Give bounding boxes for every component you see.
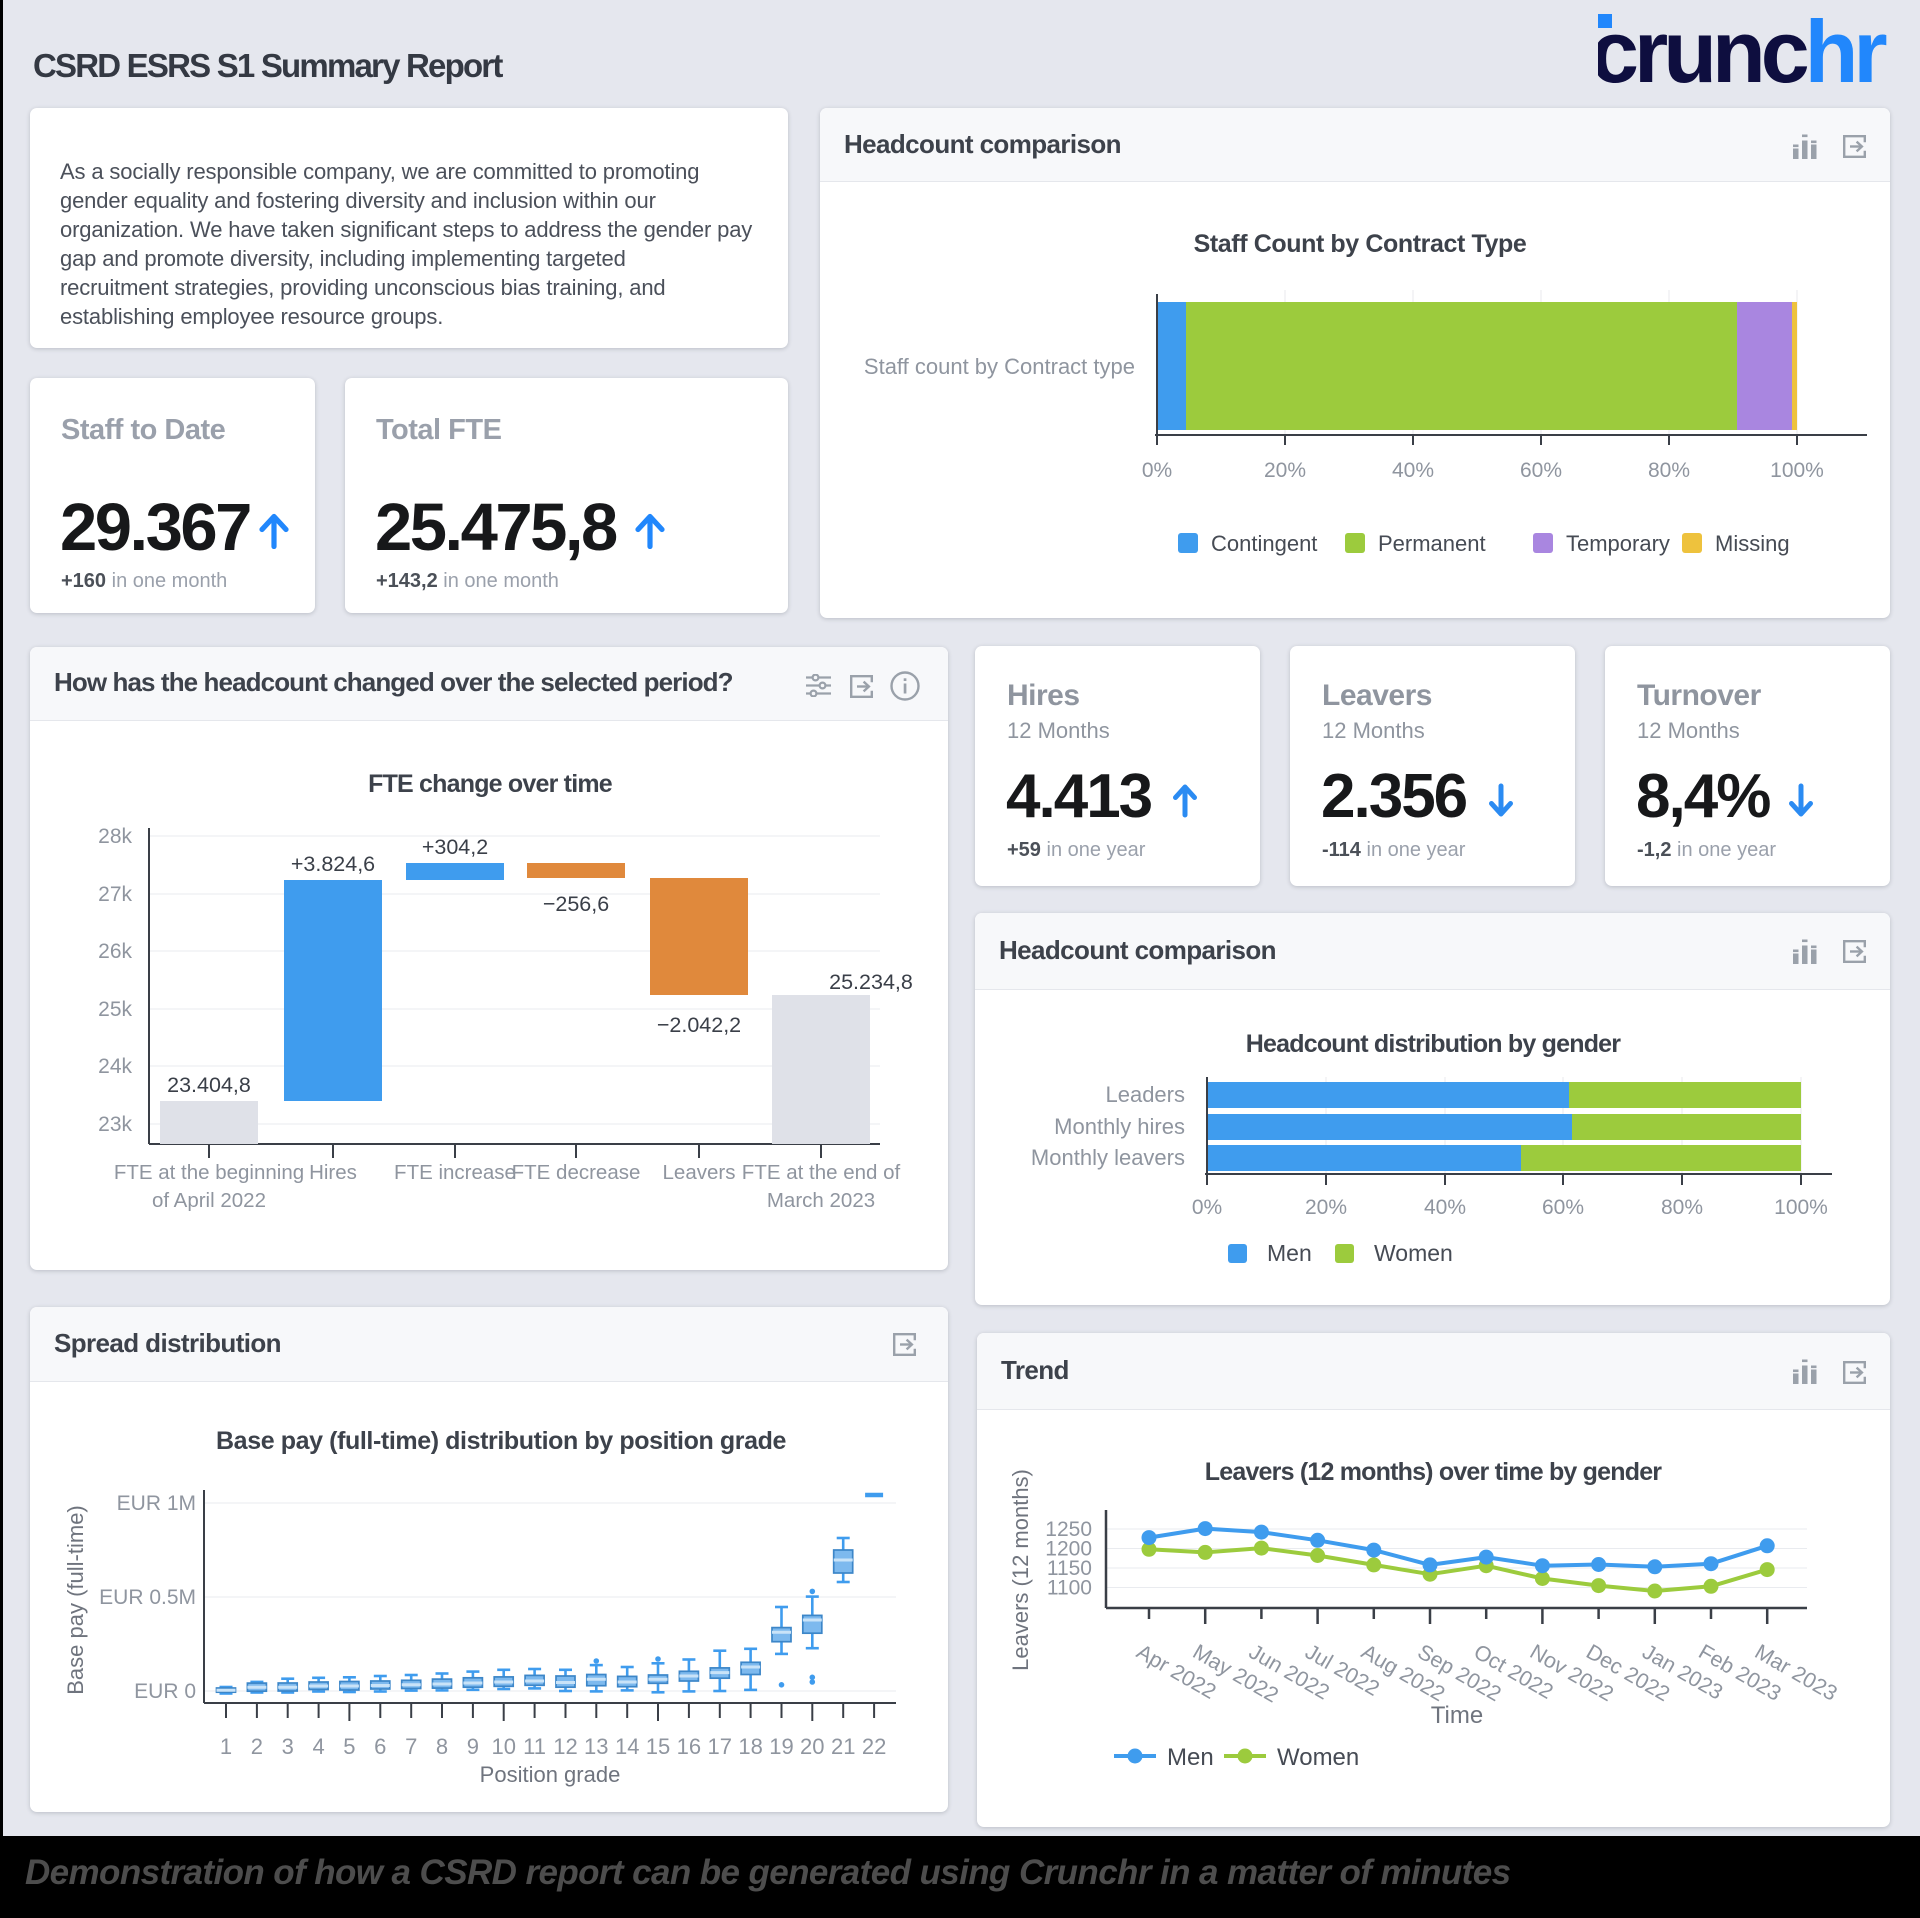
svg-text:22: 22 bbox=[862, 1734, 886, 1759]
svg-text:23k: 23k bbox=[98, 1113, 132, 1136]
svg-text:25.234,8: 25.234,8 bbox=[829, 970, 913, 994]
svg-text:1: 1 bbox=[220, 1734, 232, 1759]
svg-text:EUR 0.5M: EUR 0.5M bbox=[99, 1586, 196, 1609]
svg-text:15: 15 bbox=[646, 1734, 670, 1759]
svg-text:1150: 1150 bbox=[1047, 1557, 1092, 1580]
svg-text:Women: Women bbox=[1277, 1744, 1359, 1771]
svg-text:9: 9 bbox=[467, 1734, 479, 1759]
svg-text:FTE increase: FTE increase bbox=[394, 1161, 516, 1184]
svg-text:0%: 0% bbox=[1192, 1196, 1222, 1219]
svg-text:FTE at the beginning: FTE at the beginning bbox=[114, 1161, 304, 1184]
svg-text:5: 5 bbox=[343, 1734, 355, 1759]
svg-text:Monthly leavers: Monthly leavers bbox=[1031, 1145, 1185, 1170]
svg-text:1200: 1200 bbox=[1045, 1538, 1092, 1561]
svg-text:Base pay (full-time) distribut: Base pay (full-time) distribution by pos… bbox=[216, 1427, 786, 1455]
svg-text:2: 2 bbox=[251, 1734, 263, 1759]
svg-text:6: 6 bbox=[374, 1734, 386, 1759]
svg-text:+304,2: +304,2 bbox=[422, 835, 488, 859]
svg-text:1250: 1250 bbox=[1045, 1518, 1092, 1541]
svg-text:Leavers (12 months) over time: Leavers (12 months) over time by gender bbox=[1205, 1458, 1663, 1486]
svg-text:24k: 24k bbox=[98, 1055, 132, 1078]
svg-text:Monthly hires: Monthly hires bbox=[1054, 1114, 1185, 1139]
svg-text:40%: 40% bbox=[1392, 459, 1434, 482]
svg-text:7: 7 bbox=[405, 1734, 417, 1759]
svg-text:16: 16 bbox=[677, 1734, 701, 1759]
svg-text:25k: 25k bbox=[98, 998, 132, 1021]
svg-text:Men: Men bbox=[1167, 1744, 1214, 1771]
svg-text:crunchr: crunchr bbox=[1598, 10, 1886, 90]
svg-text:60%: 60% bbox=[1520, 459, 1562, 482]
svg-text:80%: 80% bbox=[1648, 459, 1690, 482]
svg-text:Temporary: Temporary bbox=[1566, 531, 1670, 556]
svg-text:Headcount distribution by gend: Headcount distribution by gender bbox=[1246, 1030, 1621, 1058]
svg-text:Staff count by Contract type: Staff count by Contract type bbox=[864, 354, 1135, 379]
svg-text:FTE change over time: FTE change over time bbox=[368, 770, 613, 798]
svg-text:10: 10 bbox=[491, 1734, 515, 1759]
svg-text:13: 13 bbox=[584, 1734, 608, 1759]
svg-text:17: 17 bbox=[708, 1734, 732, 1759]
svg-text:+3.824,6: +3.824,6 bbox=[291, 852, 375, 876]
svg-text:27k: 27k bbox=[98, 883, 132, 906]
svg-text:100%: 100% bbox=[1774, 1196, 1828, 1219]
svg-text:12: 12 bbox=[553, 1734, 577, 1759]
svg-text:20%: 20% bbox=[1264, 459, 1306, 482]
svg-text:11: 11 bbox=[523, 1734, 546, 1759]
svg-text:Leaders: Leaders bbox=[1105, 1082, 1185, 1107]
svg-text:FTE at the end of: FTE at the end of bbox=[742, 1161, 901, 1184]
svg-text:20%: 20% bbox=[1305, 1196, 1347, 1219]
svg-text:Leavers (12 months): Leavers (12 months) bbox=[1008, 1469, 1033, 1671]
svg-text:FTE decrease: FTE decrease bbox=[512, 1161, 641, 1184]
svg-text:EUR 1M: EUR 1M bbox=[117, 1492, 196, 1515]
svg-text:60%: 60% bbox=[1542, 1196, 1584, 1219]
svg-text:0%: 0% bbox=[1142, 459, 1172, 482]
svg-text:Leavers: Leavers bbox=[663, 1161, 736, 1184]
svg-text:Men: Men bbox=[1267, 1240, 1312, 1266]
svg-text:14: 14 bbox=[615, 1734, 639, 1759]
svg-text:Position grade: Position grade bbox=[480, 1762, 621, 1787]
svg-text:4: 4 bbox=[312, 1734, 324, 1759]
svg-text:March 2023: March 2023 bbox=[767, 1189, 875, 1212]
svg-text:19: 19 bbox=[769, 1734, 793, 1759]
svg-text:Missing: Missing bbox=[1715, 531, 1790, 556]
svg-text:23.404,8: 23.404,8 bbox=[167, 1073, 251, 1097]
svg-text:Staff Count by Contract Type: Staff Count by Contract Type bbox=[1194, 230, 1527, 258]
svg-text:−256,6: −256,6 bbox=[543, 892, 609, 916]
svg-text:26k: 26k bbox=[98, 940, 132, 963]
svg-text:80%: 80% bbox=[1661, 1196, 1703, 1219]
svg-text:of April 2022: of April 2022 bbox=[152, 1189, 266, 1212]
svg-text:100%: 100% bbox=[1770, 459, 1824, 482]
svg-text:18: 18 bbox=[738, 1734, 762, 1759]
svg-text:3: 3 bbox=[282, 1734, 294, 1759]
svg-text:−2.042,2: −2.042,2 bbox=[657, 1013, 741, 1037]
svg-text:1100: 1100 bbox=[1047, 1577, 1092, 1600]
svg-text:8: 8 bbox=[436, 1734, 448, 1759]
svg-text:Time: Time bbox=[1431, 1702, 1483, 1729]
svg-text:Women: Women bbox=[1374, 1240, 1453, 1266]
svg-text:20: 20 bbox=[800, 1734, 824, 1759]
svg-text:28k: 28k bbox=[98, 825, 132, 848]
svg-text:Contingent: Contingent bbox=[1211, 531, 1317, 556]
svg-text:Permanent: Permanent bbox=[1378, 531, 1486, 556]
svg-text:Hires: Hires bbox=[309, 1161, 357, 1184]
svg-text:21: 21 bbox=[831, 1734, 855, 1759]
svg-text:40%: 40% bbox=[1424, 1196, 1466, 1219]
svg-text:EUR 0: EUR 0 bbox=[134, 1680, 196, 1703]
svg-text:Base pay (full-time): Base pay (full-time) bbox=[63, 1505, 88, 1695]
